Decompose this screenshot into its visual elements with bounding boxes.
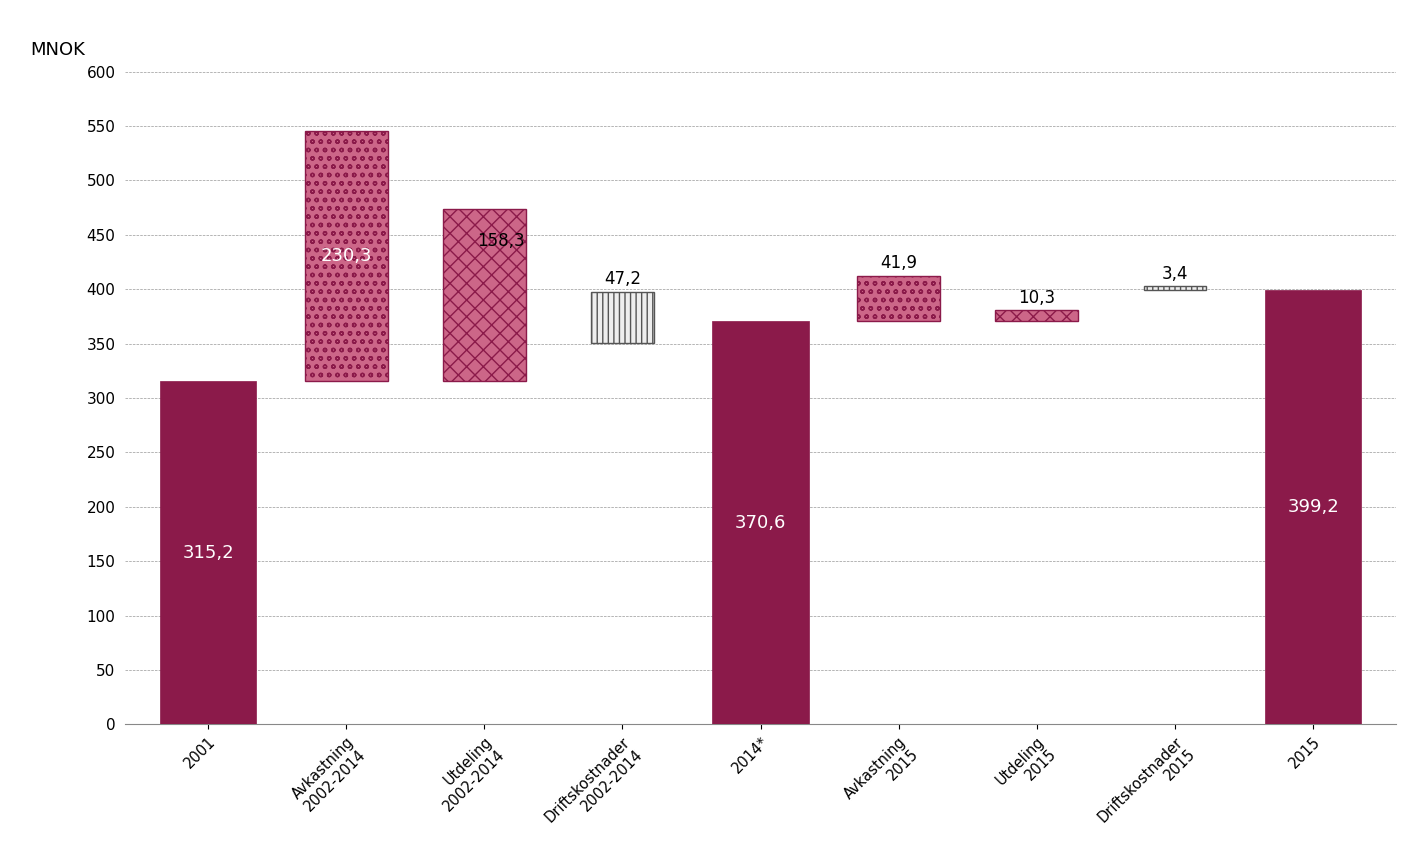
Text: MNOK: MNOK (30, 41, 85, 59)
Bar (443, 210, 526, 382)
Bar (858, 276, 940, 321)
Text: 315,2: 315,2 (182, 544, 234, 562)
Text: 370,6: 370,6 (735, 514, 786, 532)
Bar (1264, 291, 1362, 724)
Bar (995, 310, 1078, 321)
Bar (305, 131, 388, 382)
Text: 230,3: 230,3 (320, 247, 373, 265)
Text: 399,2: 399,2 (1287, 498, 1339, 516)
Text: 41,9: 41,9 (880, 255, 917, 273)
Text: 10,3: 10,3 (1019, 289, 1055, 307)
Text: 3,4: 3,4 (1161, 265, 1188, 283)
Bar (1144, 286, 1206, 291)
Bar (159, 382, 257, 724)
Text: 47,2: 47,2 (604, 270, 641, 288)
Bar (713, 321, 809, 724)
Text: 158,3: 158,3 (477, 232, 525, 250)
Bar (591, 291, 653, 343)
